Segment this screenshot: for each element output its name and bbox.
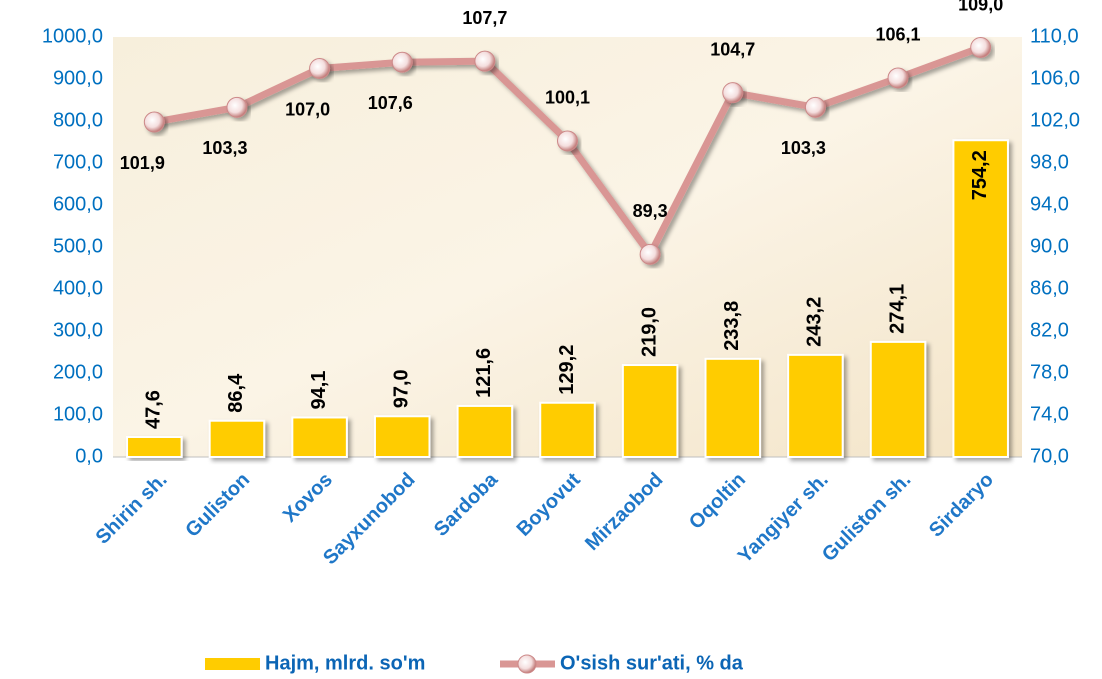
bar-value-label: 47,6 bbox=[143, 390, 165, 429]
line-value-label: 103,3 bbox=[202, 138, 247, 158]
y2-tick-label: 98,0 bbox=[1030, 151, 1069, 173]
y-tick-label: 700,0 bbox=[53, 151, 103, 173]
y2-tick-label: 106,0 bbox=[1030, 67, 1080, 89]
line-marker bbox=[639, 243, 661, 265]
line-value-label: 106,1 bbox=[876, 25, 921, 45]
bar-value-label: 97,0 bbox=[391, 369, 413, 408]
bar-value-label: 86,4 bbox=[225, 373, 247, 413]
line-value-label: 103,3 bbox=[781, 138, 826, 158]
line-marker bbox=[226, 96, 248, 118]
y2-tick-label: 102,0 bbox=[1030, 109, 1080, 131]
y-tick-label: 800,0 bbox=[53, 109, 103, 131]
y-tick-label: 1000,0 bbox=[42, 25, 103, 47]
line-marker bbox=[804, 96, 826, 118]
bar-value-label: 94,1 bbox=[308, 371, 330, 410]
bar-value-label: 233,8 bbox=[721, 301, 743, 351]
bar bbox=[456, 404, 514, 459]
y-tick-label: 600,0 bbox=[53, 193, 103, 215]
y-tick-label: 900,0 bbox=[53, 67, 103, 89]
line-value-label: 109,0 bbox=[958, 0, 1003, 14]
bar bbox=[373, 415, 431, 459]
bar bbox=[704, 357, 762, 458]
bar bbox=[539, 401, 596, 458]
bar bbox=[787, 353, 844, 458]
y2-tick-label: 110,0 bbox=[1030, 25, 1079, 47]
y2-tick-label: 82,0 bbox=[1030, 319, 1069, 341]
line-marker bbox=[391, 51, 413, 73]
x-tick-label: Sardoba bbox=[430, 468, 503, 541]
bar bbox=[208, 419, 266, 459]
line-marker bbox=[557, 130, 578, 152]
x-tick-label: Mirzaobod bbox=[581, 469, 667, 555]
y2-tick-label: 78,0 bbox=[1030, 361, 1069, 383]
bar bbox=[291, 416, 348, 458]
legend-label: O'sish sur'ati, % da bbox=[560, 652, 744, 674]
x-tick-label: Oqoltin bbox=[685, 469, 750, 534]
line-value-label: 101,9 bbox=[120, 153, 165, 173]
bar bbox=[869, 340, 927, 458]
y2-tick-label: 86,0 bbox=[1030, 277, 1069, 299]
line-value-label: 89,3 bbox=[633, 201, 668, 221]
x-tick-label: Boyovut bbox=[513, 468, 585, 540]
x-tick-label: Shirin sh. bbox=[92, 469, 172, 549]
x-tick-label: Guliston sh. bbox=[818, 469, 915, 566]
y-tick-label: 400,0 bbox=[53, 277, 103, 299]
x-tick-label: Sirdaryo bbox=[925, 469, 998, 542]
line-value-label: 100,1 bbox=[545, 88, 590, 108]
y-tick-label: 200,0 bbox=[53, 361, 103, 383]
y2-tick-label: 90,0 bbox=[1030, 235, 1069, 257]
bar-value-label: 129,2 bbox=[556, 345, 578, 395]
line-marker bbox=[143, 111, 165, 133]
y-tick-label: 100,0 bbox=[53, 403, 103, 425]
legend-marker bbox=[517, 654, 537, 674]
bar bbox=[621, 364, 679, 458]
y-tick-label: 300,0 bbox=[53, 319, 103, 341]
line-marker bbox=[309, 58, 331, 79]
x-tick-label: Guliston bbox=[181, 469, 254, 542]
y-tick-label: 0,0 bbox=[75, 445, 103, 467]
line-value-label: 107,0 bbox=[285, 99, 330, 119]
legend-label: Hajm, mlrd. so'm bbox=[265, 652, 425, 674]
y2-tick-label: 94,0 bbox=[1030, 193, 1069, 215]
bar-value-label: 754,2 bbox=[969, 150, 991, 200]
line-value-label: 107,6 bbox=[368, 93, 413, 113]
bar-value-label: 121,6 bbox=[473, 348, 495, 398]
line-marker bbox=[887, 67, 909, 89]
line-marker bbox=[970, 37, 992, 58]
bar bbox=[952, 139, 1009, 458]
line-marker bbox=[474, 50, 496, 72]
x-tick-label: Xovos bbox=[279, 469, 337, 527]
bar-value-label: 243,2 bbox=[804, 297, 826, 347]
legend-swatch bbox=[205, 658, 260, 670]
bar-value-label: 274,1 bbox=[886, 284, 908, 334]
y-tick-label: 500,0 bbox=[53, 235, 103, 257]
y2-tick-label: 74,0 bbox=[1030, 403, 1069, 425]
y2-tick-label: 70,0 bbox=[1030, 445, 1069, 467]
line-value-label: 107,7 bbox=[462, 8, 507, 28]
bar-value-label: 219,0 bbox=[638, 307, 660, 357]
bar bbox=[126, 436, 183, 458]
line-value-label: 104,7 bbox=[710, 39, 755, 59]
line-marker bbox=[722, 82, 744, 104]
